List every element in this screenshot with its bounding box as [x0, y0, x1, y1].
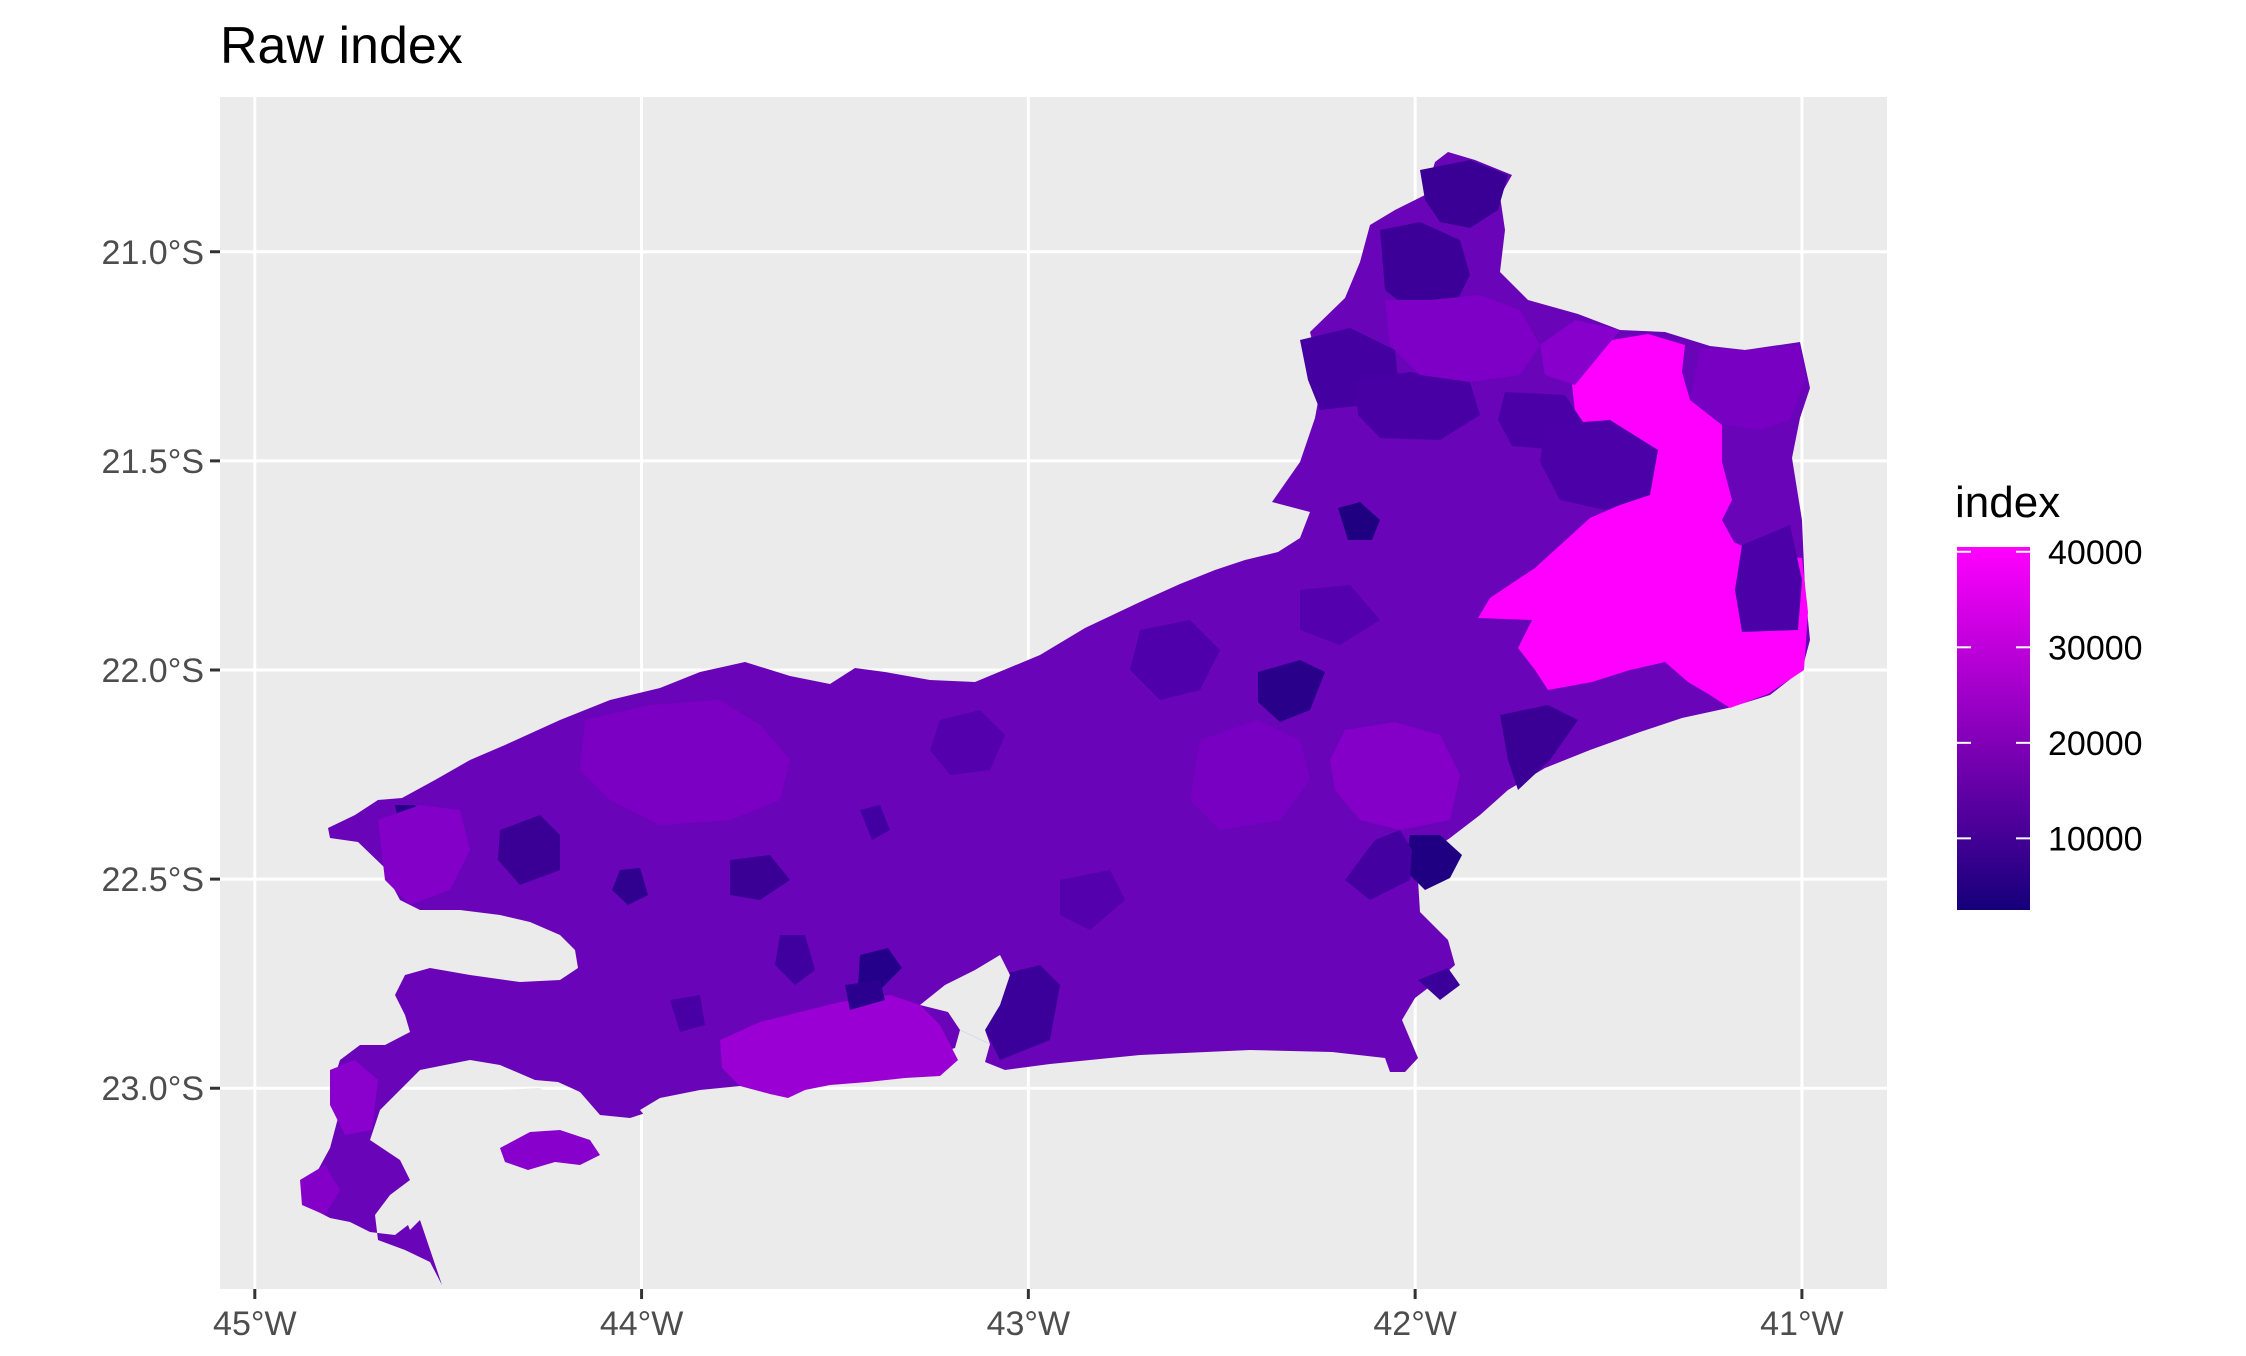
y-tick-label: 21.0°S — [102, 234, 204, 272]
x-tick-label: 43°W — [987, 1305, 1071, 1343]
region-dark — [670, 995, 705, 1032]
x-tick-label: 44°W — [600, 1305, 684, 1343]
region-dark — [1338, 502, 1380, 540]
ilha-grande-channel — [405, 1088, 560, 1150]
region-dark — [1418, 968, 1460, 1000]
legend-label: 30000 — [2048, 629, 2143, 667]
y-tick-label: 22.5°S — [102, 861, 204, 899]
region-dark — [1300, 585, 1380, 645]
region-dark — [860, 805, 890, 840]
x-axis: 45°W 44°W 43°W 42°W 41°W — [213, 1289, 1844, 1343]
region-dark — [1405, 835, 1462, 890]
ilha-grande-island — [500, 1130, 600, 1170]
region-dark — [612, 868, 648, 905]
legend-ticks: 40000 30000 20000 10000 — [1957, 534, 2143, 858]
region-dark — [1060, 870, 1125, 930]
legend-label: 20000 — [2048, 725, 2143, 763]
region-dark — [1500, 705, 1578, 790]
state-map — [300, 152, 1810, 1285]
region-dark — [858, 948, 902, 990]
legend-label: 10000 — [2048, 820, 2143, 858]
region-dark — [1735, 525, 1802, 632]
region-medium — [1190, 720, 1310, 830]
region-dark — [1420, 160, 1508, 228]
region-dark — [845, 980, 885, 1010]
water-areas — [405, 955, 1010, 1150]
x-tick-label: 45°W — [213, 1305, 297, 1343]
legend-colorbar — [1957, 547, 2030, 910]
legend: index 40000 30000 20000 10000 — [1955, 478, 2143, 910]
region-dark — [1355, 372, 1480, 440]
region-dark — [775, 935, 815, 985]
legend-title: index — [1955, 478, 2060, 527]
y-tick-label: 21.5°S — [102, 443, 204, 481]
region-highest-index — [1478, 334, 1808, 708]
region-dark — [1380, 222, 1470, 310]
legend-label: 40000 — [2048, 534, 2143, 572]
region-coastal-purple — [720, 995, 958, 1098]
region-medium — [300, 1165, 340, 1215]
region-dark — [1130, 620, 1220, 700]
sepetiba-bay — [640, 1086, 790, 1122]
region-medium — [1385, 295, 1540, 382]
region-medium — [1690, 345, 1805, 430]
region-dark — [498, 815, 560, 885]
region-medium — [330, 1060, 378, 1135]
region-medium — [1540, 320, 1620, 385]
region-dark — [930, 710, 1005, 775]
region-dark — [1345, 830, 1412, 900]
guanabara-bay — [920, 955, 1010, 1044]
x-tick-label: 42°W — [1373, 1305, 1457, 1343]
region-medium — [1330, 722, 1460, 830]
region-dark — [1258, 660, 1325, 722]
region-dark — [730, 855, 790, 900]
y-axis: 21.0°S 21.5°S 22.0°S 22.5°S 23.0°S — [102, 234, 220, 1108]
chart-title: Raw index — [220, 17, 463, 75]
region-medium — [378, 805, 470, 905]
y-tick-label: 23.0°S — [102, 1070, 204, 1108]
region-medium — [580, 700, 790, 825]
region-dark — [1540, 420, 1658, 510]
x-tick-label: 41°W — [1760, 1305, 1844, 1343]
y-tick-label: 22.0°S — [102, 652, 204, 690]
